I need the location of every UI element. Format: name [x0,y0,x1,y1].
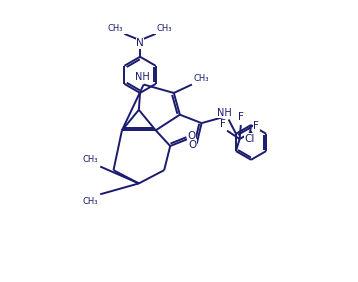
Text: O: O [188,140,197,150]
Text: CH₃: CH₃ [157,24,173,33]
Text: F: F [238,112,244,122]
Text: Cl: Cl [245,134,255,144]
Text: NH: NH [217,108,232,118]
Text: CH₃: CH₃ [83,155,98,164]
Text: F: F [220,119,226,129]
Text: CH₃: CH₃ [193,74,209,83]
Text: N: N [136,38,144,49]
Text: NH: NH [135,72,150,82]
Text: F: F [253,121,259,131]
Text: CH₃: CH₃ [108,24,123,33]
Text: CH₃: CH₃ [83,197,98,206]
Text: O: O [187,131,195,141]
